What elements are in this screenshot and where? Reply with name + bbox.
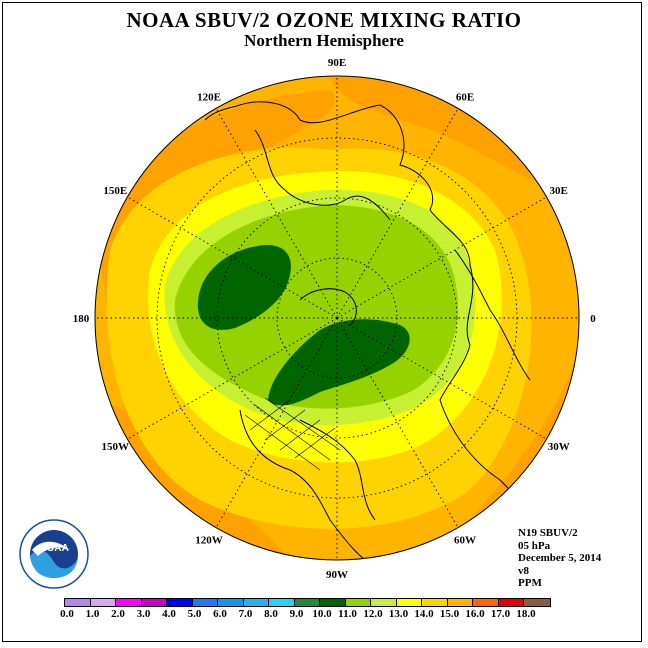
- color-scale-tick-label: 12.0: [363, 608, 383, 620]
- color-scale-bar: [64, 598, 551, 607]
- pressure-level-label: 05 hPa: [518, 539, 551, 552]
- color-scale-tick-label: 9.0: [289, 608, 304, 620]
- state-boundaries: [244, 397, 341, 471]
- color-scale-tick-label: 3.0: [136, 608, 151, 620]
- color-scale-tick-label: 1.0: [85, 608, 100, 620]
- color-scale-cell: [345, 599, 371, 606]
- figure-frame: [2, 2, 642, 642]
- color-scale-cell: [396, 599, 422, 606]
- color-scale-cell: [141, 599, 167, 606]
- color-scale-tick-label: 10.0: [312, 608, 332, 620]
- color-scale-cell: [498, 599, 524, 606]
- color-scale-cell: [422, 599, 448, 606]
- color-scale-cell: [294, 599, 320, 606]
- color-scale-cell: [269, 599, 295, 606]
- color-scale-tick-label: 2.0: [111, 608, 125, 620]
- longitude-labels: 90E 60E 30E 0 30W 60W 90W 120W 150W 180 150E 120E: [73, 57, 597, 581]
- longitude-label: 120W: [195, 535, 223, 547]
- longitude-label: 90W: [326, 569, 348, 581]
- color-scale-cell: [90, 599, 116, 606]
- color-scale-cell: [192, 599, 218, 606]
- color-scale-tick-label: 17.0: [490, 608, 511, 620]
- color-scale-tick-label: 8.0: [264, 608, 278, 620]
- longitude-label: 60W: [454, 535, 476, 547]
- color-scale-tick-label: 6.0: [213, 608, 227, 620]
- color-scale-tick-label: 0.0: [60, 608, 74, 620]
- color-scale-tick-label: 14.0: [414, 608, 434, 620]
- longitude-label: 60E: [456, 91, 474, 103]
- units-label: PPM: [518, 577, 542, 589]
- product-info: N19 SBUV/2 05 hPa December 5, 2014 v8 PP…: [518, 527, 601, 590]
- hemisphere-boundary: [94, 75, 580, 561]
- graticule: [95, 76, 579, 560]
- color-scale-tick-label: 11.0: [338, 608, 357, 620]
- color-scale-cell: [473, 599, 499, 606]
- longitude-label: 150W: [102, 441, 130, 453]
- longitude-label: 30E: [550, 185, 568, 197]
- color-scale-ticks: 0.0 1.0 2.0 3.0 4.0 5.0 6.0 7.0 8.0 9.0 10.0 11.0 12…: [0, 608, 648, 622]
- noaa-logo: NOAA: [19, 519, 89, 589]
- map-subtitle: Northern Hemisphere: [244, 31, 404, 50]
- color-scale-cell: [447, 599, 473, 606]
- longitude-label: 180: [73, 313, 90, 325]
- ozone-field: [95, 76, 579, 560]
- version-label: v8: [518, 564, 529, 577]
- color-scale-tick-label: 13.0: [388, 608, 409, 620]
- color-scale-tick-label: 7.0: [238, 608, 253, 620]
- color-scale-cell: [218, 599, 244, 606]
- color-scale-tick-label: 18.0: [516, 608, 536, 620]
- map-title: NOAA SBUV/2 OZONE MIXING RATIO: [126, 8, 522, 32]
- date-label: December 5, 2014: [518, 552, 602, 564]
- color-scale-tick-label: 15.0: [439, 608, 460, 620]
- longitude-label: 0: [590, 313, 596, 325]
- color-scale-cell: [116, 599, 142, 606]
- longitude-label: 30W: [548, 441, 570, 453]
- color-scale-cell: [320, 599, 346, 606]
- color-scale-cell: [524, 599, 550, 606]
- color-scale-cell: [243, 599, 269, 606]
- logo-text: NOAA: [39, 543, 68, 554]
- color-scale-cell: [371, 599, 397, 606]
- coastlines: [204, 101, 546, 560]
- color-scale-cell: [65, 599, 91, 606]
- longitude-label: 120E: [197, 91, 221, 103]
- color-scale-tick-label: 5.0: [187, 608, 202, 620]
- color-scale-tick-label: 4.0: [162, 608, 176, 620]
- longitude-label: 90E: [328, 57, 346, 69]
- longitude-label: 150E: [103, 185, 127, 197]
- color-scale-tick-label: 16.0: [465, 608, 485, 620]
- satellite-label: N19 SBUV/2: [518, 527, 578, 539]
- color-scale-cell: [167, 599, 193, 606]
